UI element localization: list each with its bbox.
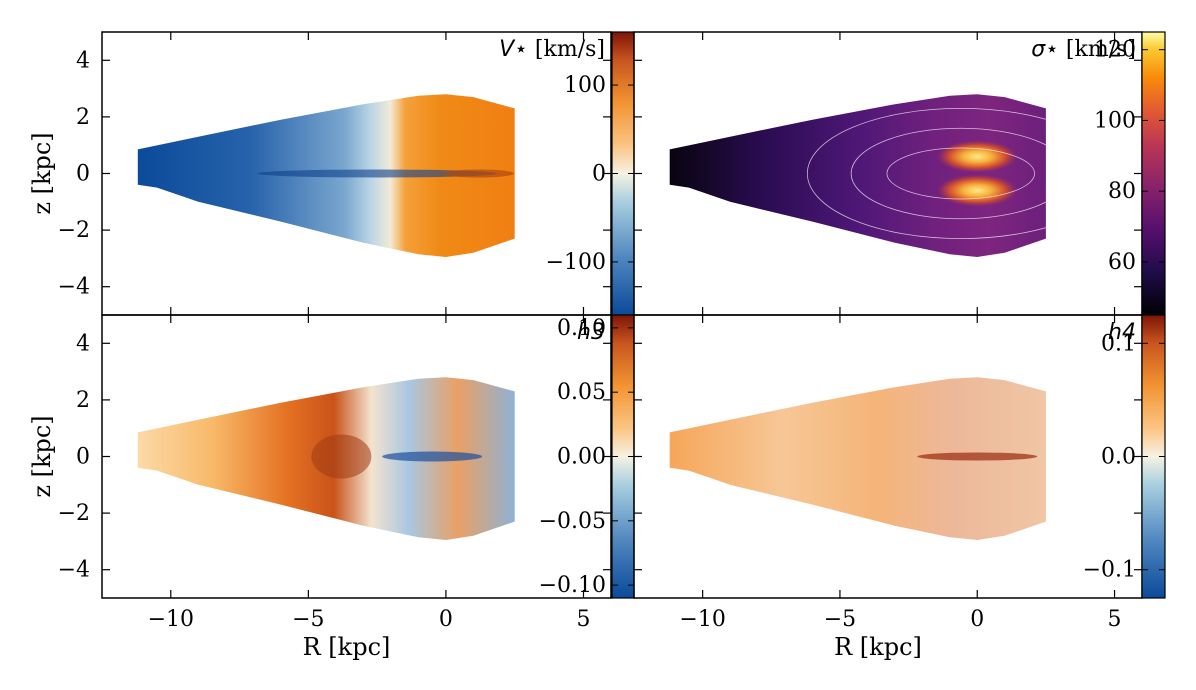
panel-title-symbol: V⋆ bbox=[499, 37, 528, 62]
panel-title: h4 bbox=[1108, 320, 1136, 345]
y-tick-label: 4 bbox=[76, 48, 90, 73]
colorbar-tick-label: 60 bbox=[1108, 250, 1136, 275]
contour-line bbox=[806, 108, 1115, 239]
colorbar-tick-label: −0.10 bbox=[539, 573, 606, 598]
colorbar-tick-label: −0.1 bbox=[1083, 558, 1136, 583]
y-tick-label: 4 bbox=[76, 331, 90, 356]
x-axis-label: R [kpc] bbox=[303, 633, 391, 661]
y-tick-label: 2 bbox=[76, 388, 90, 413]
x-tick-label: −5 bbox=[824, 607, 856, 632]
colorbar-tick-label: −0.05 bbox=[539, 509, 606, 534]
midplane-feature bbox=[443, 169, 514, 178]
x-tick-label: −10 bbox=[679, 607, 725, 632]
colorbar-tick-label: 100 bbox=[564, 73, 606, 98]
y-axis-label: z [kpc] bbox=[28, 415, 56, 497]
galaxy-map bbox=[669, 94, 1046, 257]
contour-line bbox=[850, 127, 1071, 220]
panel-top-left: 4 2 0 −2 −4 z [kpc] V⋆ [km/s] 100 0 −100 bbox=[28, 31, 635, 316]
panel-title: h3 bbox=[577, 320, 605, 345]
x-tick-label: 5 bbox=[576, 607, 590, 632]
colorbar bbox=[1141, 31, 1166, 316]
colorbar-tick-label: 80 bbox=[1108, 179, 1136, 204]
dispersion-peak bbox=[937, 140, 1018, 173]
colorbar-tick-label: 0.10 bbox=[557, 316, 606, 341]
panel-bottom-right: −10 −5 0 5 R [kpc] h40.1 0.0 −0.1 bbox=[633, 314, 1166, 661]
midplane-feature bbox=[257, 169, 498, 178]
x-tick-label: 0 bbox=[439, 607, 453, 632]
colorbar-tick-label: −100 bbox=[546, 250, 606, 275]
colorbar-tick-label: 0.0 bbox=[1101, 445, 1136, 470]
x-tick-label: 0 bbox=[970, 607, 984, 632]
y-tick-label: 2 bbox=[76, 105, 90, 130]
y-tick-label: 0 bbox=[76, 445, 90, 470]
colorbar-tick-label: 0 bbox=[592, 162, 606, 187]
panel-bottom-left: −10 −5 0 5 4 2 0 −2 −4 z [kpc] R [kpc] h30.10 0.05 0.… bbox=[28, 314, 635, 661]
y-tick-label: −4 bbox=[58, 275, 90, 300]
dispersion-peak bbox=[937, 174, 1018, 207]
colorbar-tick-label: 120 bbox=[1094, 38, 1136, 63]
colorbar-tick-label: 0.05 bbox=[557, 380, 606, 405]
colorbar-tick-label: 0.1 bbox=[1101, 331, 1136, 356]
x-tick-label: −10 bbox=[148, 607, 194, 632]
colorbar-tick-label: 100 bbox=[1094, 108, 1136, 133]
panel-title-unit: [km/s] bbox=[1059, 37, 1136, 62]
y-tick-label: −2 bbox=[58, 218, 90, 243]
x-axis-label: R [kpc] bbox=[834, 633, 922, 661]
midplane-feature bbox=[917, 452, 1038, 461]
panel-title-symbol: σ⋆ bbox=[1031, 37, 1059, 62]
midplane-feature bbox=[382, 451, 483, 462]
colorbar-tick-label: 0.00 bbox=[557, 445, 606, 470]
panel-title: σ⋆ [km/s] bbox=[1031, 37, 1136, 62]
x-tick-label: −5 bbox=[292, 607, 324, 632]
h3-peak bbox=[311, 434, 372, 479]
panel-title-symbol: h3 bbox=[577, 320, 605, 345]
panel-top-right: σ⋆ [km/s]120 100 80 60 bbox=[633, 31, 1166, 316]
panel-title: V⋆ [km/s] bbox=[499, 37, 605, 62]
galaxy-map bbox=[669, 377, 1046, 540]
panel-title-symbol: h4 bbox=[1108, 320, 1136, 345]
panel-title-unit: [km/s] bbox=[528, 37, 605, 62]
x-tick-label: 5 bbox=[1108, 607, 1122, 632]
y-axis-label: z [kpc] bbox=[28, 132, 56, 214]
y-tick-label: 0 bbox=[76, 162, 90, 187]
y-tick-label: −4 bbox=[58, 558, 90, 583]
y-tick-label: −2 bbox=[58, 501, 90, 526]
contour-line bbox=[886, 147, 1035, 200]
